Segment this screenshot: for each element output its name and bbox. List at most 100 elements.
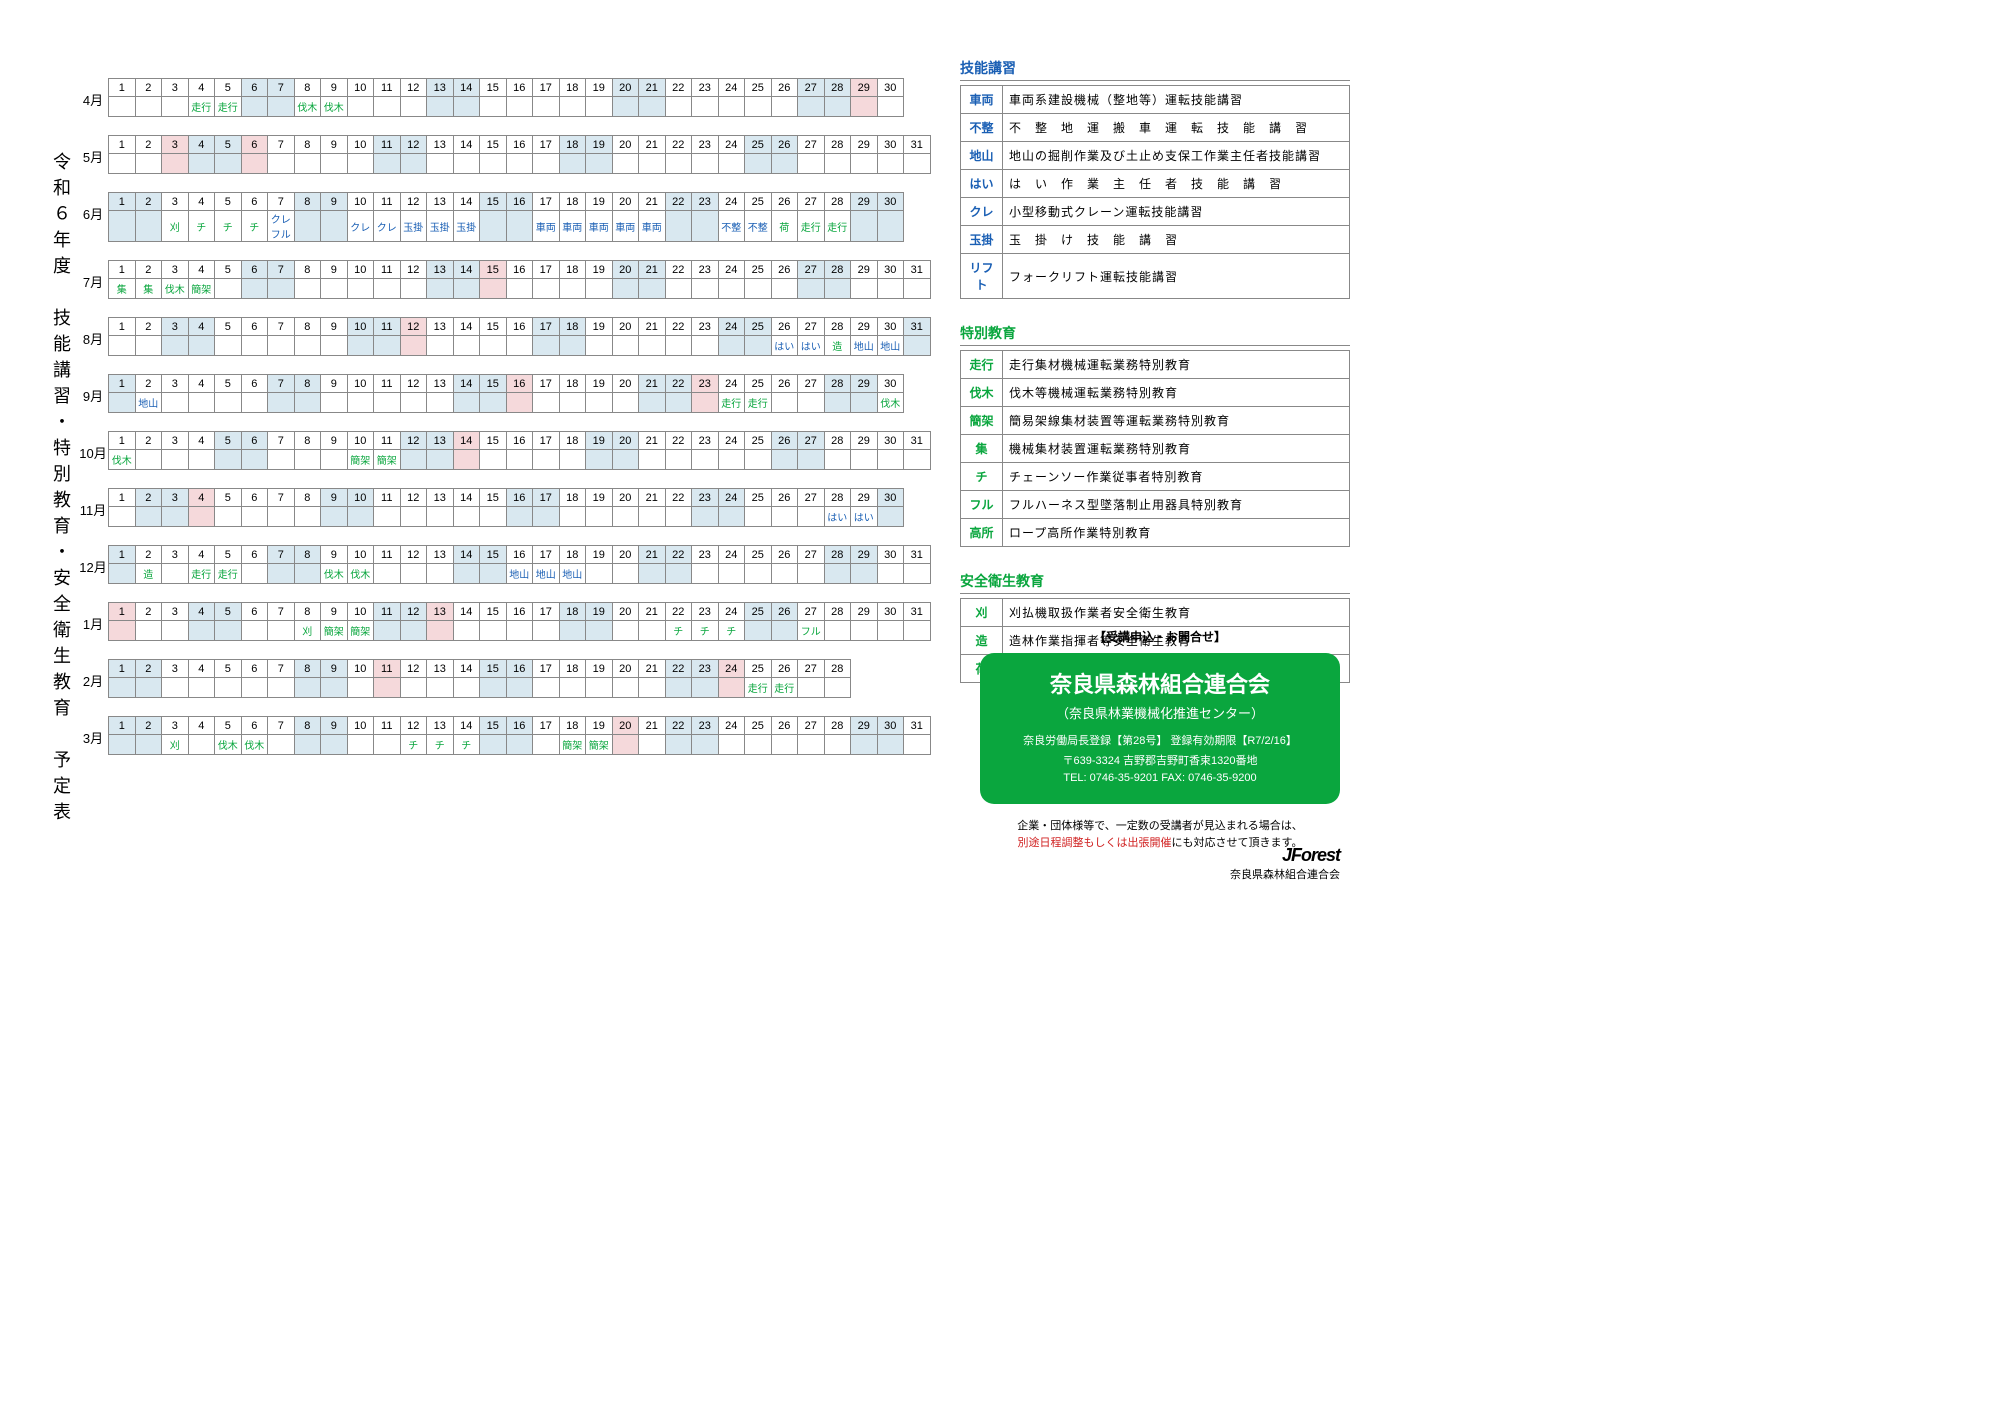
- day-number: 15: [480, 261, 507, 279]
- day-event: [639, 97, 666, 117]
- day-number: 15: [480, 193, 507, 211]
- legend-area: 技能講習車両車両系建設機械（整地等）運転技能講習不整不 整 地 運 搬 車 運 …: [960, 58, 1350, 707]
- month-block: 6月12345678910111213141516171819202122232…: [78, 192, 948, 242]
- day-event: [109, 678, 136, 698]
- day-event: [824, 735, 851, 755]
- day-event: 車両: [639, 211, 666, 242]
- day-number: 9: [321, 489, 348, 507]
- day-event: [639, 154, 666, 174]
- day-number: 17: [533, 136, 560, 154]
- day-event: [188, 621, 215, 641]
- day-number: 10: [347, 79, 374, 97]
- day-number: 15: [480, 603, 507, 621]
- day-number: 16: [506, 375, 533, 393]
- day-number: 30: [877, 136, 904, 154]
- day-number: 6: [241, 318, 268, 336]
- day-event: [824, 678, 851, 698]
- day-number: 4: [188, 193, 215, 211]
- day-number: 6: [241, 432, 268, 450]
- day-number: 21: [639, 375, 666, 393]
- day-number: 22: [665, 261, 692, 279]
- legend-desc: 地山の掘削作業及び土止め支保工作業主任者技能講習: [1003, 142, 1350, 170]
- day-number: 25: [745, 489, 772, 507]
- day-event: [639, 678, 666, 698]
- day-number: 19: [586, 79, 613, 97]
- day-number: 13: [427, 318, 454, 336]
- legend-title: 技能講習: [960, 58, 1350, 81]
- day-event: [771, 97, 798, 117]
- day-number: 20: [612, 432, 639, 450]
- day-event: 集: [135, 279, 162, 299]
- legend-row: 集機械集材装置運転業務特別教育: [961, 435, 1350, 463]
- day-event: [480, 678, 507, 698]
- day-event: [427, 678, 454, 698]
- day-number: 6: [241, 375, 268, 393]
- day-event: [533, 336, 560, 356]
- day-event: [745, 154, 772, 174]
- day-event: [109, 393, 136, 413]
- day-number: 17: [533, 432, 560, 450]
- contact-box: 【受講申込・お問合せ】 奈良県森林組合連合会 （奈良県林業機械化推進センター） …: [980, 628, 1340, 851]
- legend-code: 刈: [961, 599, 1003, 627]
- day-number: 25: [745, 79, 772, 97]
- day-event: [877, 621, 904, 641]
- day-event: 走行: [771, 678, 798, 698]
- day-event: [904, 279, 931, 299]
- day-event: [559, 393, 586, 413]
- day-number: 14: [453, 489, 480, 507]
- day-event: チ: [215, 211, 242, 242]
- day-event: [453, 279, 480, 299]
- day-number: 3: [162, 375, 189, 393]
- day-event: [268, 735, 295, 755]
- day-event: [877, 279, 904, 299]
- day-number: 27: [798, 603, 825, 621]
- day-number: 2: [135, 193, 162, 211]
- day-number: 31: [904, 261, 931, 279]
- day-event: [294, 564, 321, 584]
- day-number: 19: [586, 318, 613, 336]
- day-event: 地山: [851, 336, 878, 356]
- day-event: [824, 393, 851, 413]
- day-number: 16: [506, 546, 533, 564]
- day-grid: 1234567891011121314151617181920212223242…: [108, 431, 931, 470]
- legend-table: 走行走行集材機械運転業務特別教育伐木伐木等機械運転業務特別教育簡架簡易架線集材装…: [960, 350, 1350, 547]
- day-event: [268, 279, 295, 299]
- day-number: 8: [294, 489, 321, 507]
- day-number: 23: [692, 79, 719, 97]
- day-event: [692, 678, 719, 698]
- day-number: 1: [109, 660, 136, 678]
- day-event: [851, 564, 878, 584]
- day-event: 車両: [559, 211, 586, 242]
- day-number: 25: [745, 546, 772, 564]
- day-number: 13: [427, 79, 454, 97]
- day-event: 簡架: [347, 621, 374, 641]
- org-reg: 奈良労働局長登録【第28号】 登録有効期限【R7/2/16】: [990, 732, 1330, 748]
- day-number: 28: [824, 660, 851, 678]
- day-number: 3: [162, 432, 189, 450]
- day-number: 14: [453, 546, 480, 564]
- day-event: [506, 154, 533, 174]
- day-event: [453, 507, 480, 527]
- logo-area: JForest 奈良県森林組合連合会: [1230, 845, 1340, 882]
- day-event: [506, 97, 533, 117]
- day-number: 18: [559, 193, 586, 211]
- day-number: 2: [135, 136, 162, 154]
- day-event: [665, 450, 692, 470]
- month-label: 1月: [78, 614, 108, 633]
- day-event: 車両: [586, 211, 613, 242]
- day-number: 26: [771, 136, 798, 154]
- day-number: 26: [771, 489, 798, 507]
- day-event: [559, 507, 586, 527]
- day-event: [109, 211, 136, 242]
- day-number: 27: [798, 660, 825, 678]
- day-number: 16: [506, 318, 533, 336]
- day-number: 27: [798, 432, 825, 450]
- day-event: [135, 211, 162, 242]
- day-event: [851, 450, 878, 470]
- day-event: [798, 735, 825, 755]
- month-label: 12月: [78, 557, 108, 576]
- day-event: 簡架: [188, 279, 215, 299]
- day-event: [427, 393, 454, 413]
- day-number: 19: [586, 432, 613, 450]
- day-event: [824, 621, 851, 641]
